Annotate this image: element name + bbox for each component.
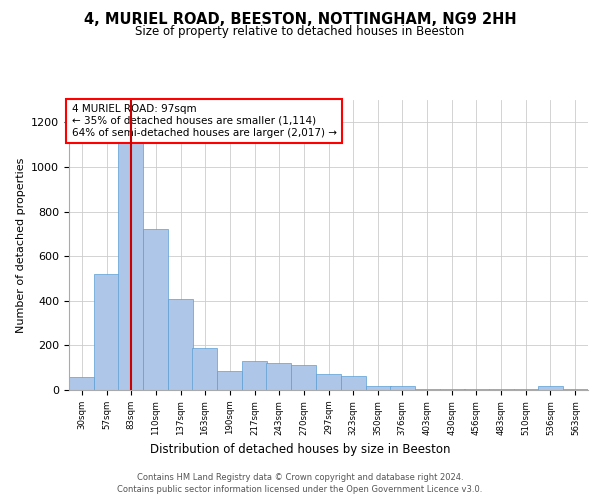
Bar [118,127,143,390]
Bar [538,386,563,390]
Text: Size of property relative to detached houses in Beeston: Size of property relative to detached ho… [136,25,464,38]
Bar [464,389,489,390]
Bar [266,363,292,390]
Bar [292,366,316,390]
Bar [217,371,242,390]
Bar [514,389,539,390]
Text: Distribution of detached houses by size in Beeston: Distribution of detached houses by size … [150,442,450,456]
Text: Contains HM Land Registry data © Crown copyright and database right 2024.: Contains HM Land Registry data © Crown c… [137,472,463,482]
Bar [440,389,465,390]
Text: Contains public sector information licensed under the Open Government Licence v3: Contains public sector information licen… [118,485,482,494]
Bar [316,374,341,390]
Bar [563,389,588,390]
Bar [389,386,415,390]
Y-axis label: Number of detached properties: Number of detached properties [16,158,26,332]
Bar [143,230,168,390]
Bar [192,348,217,390]
Text: 4 MURIEL ROAD: 97sqm
← 35% of detached houses are smaller (1,114)
64% of semi-de: 4 MURIEL ROAD: 97sqm ← 35% of detached h… [71,104,337,138]
Text: 4, MURIEL ROAD, BEESTON, NOTTINGHAM, NG9 2HH: 4, MURIEL ROAD, BEESTON, NOTTINGHAM, NG9… [83,12,517,28]
Bar [489,389,514,390]
Bar [415,389,440,390]
Bar [94,274,119,390]
Bar [242,361,268,390]
Bar [365,386,391,390]
Bar [69,376,94,390]
Bar [168,298,193,390]
Bar [341,376,365,390]
